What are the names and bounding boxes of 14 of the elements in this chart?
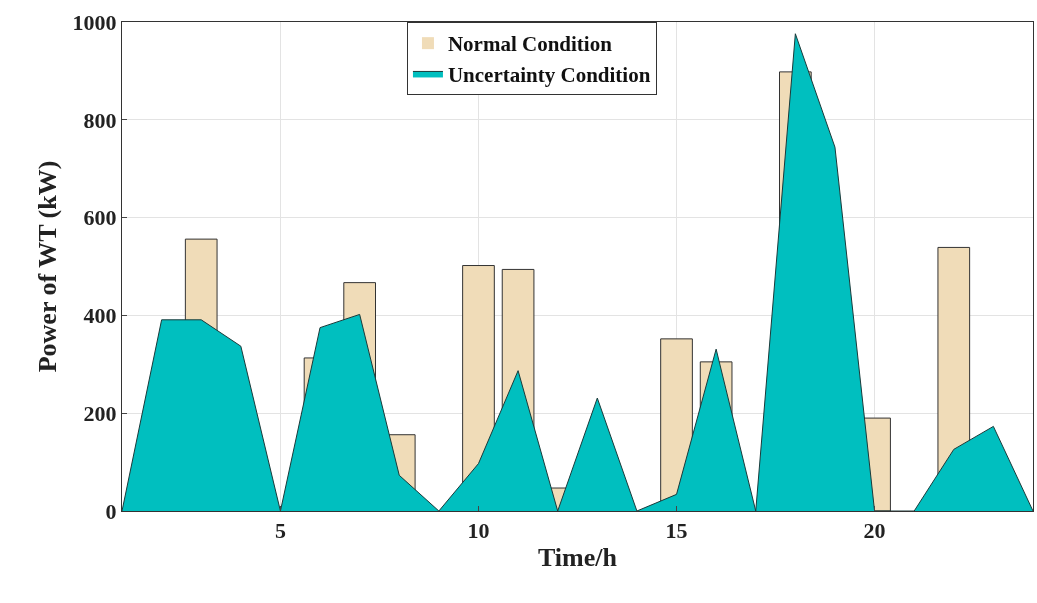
legend-label: Uncertainty Condition xyxy=(447,62,651,87)
x-tick-label: 20 xyxy=(863,518,886,544)
y-tick-label: 1000 xyxy=(72,9,117,35)
y-tick-label: 800 xyxy=(83,107,117,133)
x-tick-label: 15 xyxy=(665,518,688,544)
y-tick-label: 200 xyxy=(83,400,117,426)
legend-label: Normal Condition xyxy=(447,32,613,57)
x-tick-label: 5 xyxy=(274,518,286,544)
x-tick-label: 10 xyxy=(467,518,490,544)
y-tick-label: 400 xyxy=(83,303,117,329)
x-axis-title: Time/h xyxy=(538,543,618,573)
y-tick-label: 600 xyxy=(83,205,117,231)
y-tick-label: 0 xyxy=(105,498,117,524)
y-axis-title: Power of WT (kW) xyxy=(33,160,62,373)
